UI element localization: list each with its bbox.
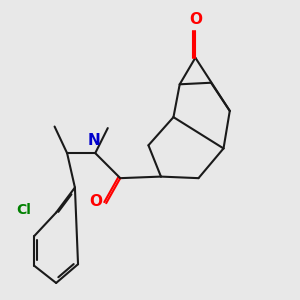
- Text: O: O: [89, 194, 102, 209]
- Text: N: N: [87, 134, 100, 148]
- Text: O: O: [190, 12, 202, 27]
- Text: Cl: Cl: [16, 203, 31, 217]
